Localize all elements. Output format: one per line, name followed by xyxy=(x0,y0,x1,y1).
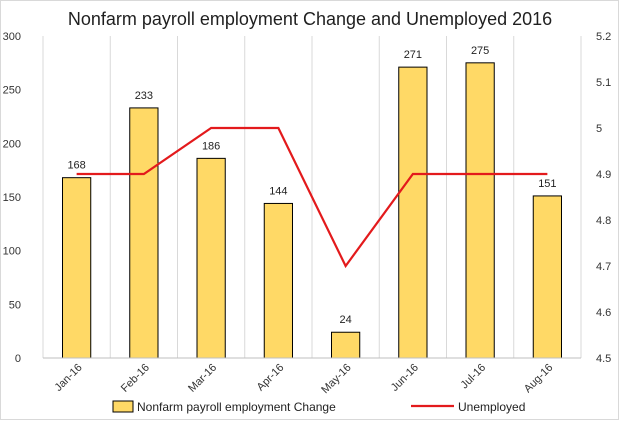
x-axis-tick-label: Jun-16 xyxy=(389,362,421,394)
x-axis-tick-label: Jan-16 xyxy=(52,362,84,394)
plot-area: 0 50 100 150 200 250 300 4.5 4.6 4.7 4.8 4.9 5 5.1 5.2… xyxy=(3,31,612,414)
bar xyxy=(196,157,226,359)
right-axis-tick-label: 5.1 xyxy=(596,77,611,89)
bar-data-label: 24 xyxy=(340,314,352,326)
bar xyxy=(62,177,92,359)
right-axis-tick-label: 4.5 xyxy=(596,353,611,365)
left-axis-tick-label: 100 xyxy=(3,246,21,258)
legend-label: Unemployed xyxy=(458,400,525,414)
bar-data-label: 233 xyxy=(135,90,153,102)
unemployed-series-line xyxy=(76,126,548,269)
x-axis-tick-label: Aug-16 xyxy=(522,362,556,396)
bar-data-label: 271 xyxy=(404,49,422,61)
right-axis-tick-label: 5 xyxy=(596,123,602,135)
x-axis-tick-label: Feb-16 xyxy=(119,362,152,395)
bar-data-label: 186 xyxy=(202,140,220,152)
x-axis-tick-label: Mar-16 xyxy=(186,362,219,395)
right-axis-tick-label: 4.8 xyxy=(596,215,611,227)
left-axis-tick-label: 250 xyxy=(3,85,21,97)
left-axis-tick-label: 200 xyxy=(3,138,21,150)
left-axis-tick-label: 0 xyxy=(15,353,21,365)
chart-title: Nonfarm payroll employment Change and Un… xyxy=(68,9,552,29)
x-axis-tick-label: May-16 xyxy=(319,362,353,396)
bar-data-label: 275 xyxy=(471,45,489,57)
x-axis-tick-label: Apr-16 xyxy=(255,362,287,394)
bar xyxy=(532,195,562,359)
right-axis-tick-label: 5.2 xyxy=(596,31,611,43)
bar xyxy=(263,202,293,359)
left-axis-tick-label: 300 xyxy=(3,31,21,43)
right-axis-tick-label: 4.7 xyxy=(596,261,611,273)
bar-data-label: 144 xyxy=(269,185,287,197)
left-axis-tick-label: 50 xyxy=(9,299,21,311)
bar xyxy=(465,62,495,359)
right-axis-tick-label: 4.6 xyxy=(596,307,611,319)
left-axis-tick-label: 150 xyxy=(3,192,21,204)
bar xyxy=(129,107,159,359)
x-axis-tick-label: Jul-16 xyxy=(459,362,489,392)
legend-bar-swatch xyxy=(112,400,134,413)
bar xyxy=(398,66,428,359)
bar-data-label: 151 xyxy=(538,178,556,190)
right-axis-tick-label: 4.9 xyxy=(596,169,611,181)
bar-data-label: 168 xyxy=(67,160,85,172)
legend-label: Nonfarm payroll employment Change xyxy=(137,400,336,414)
bar xyxy=(331,331,361,359)
